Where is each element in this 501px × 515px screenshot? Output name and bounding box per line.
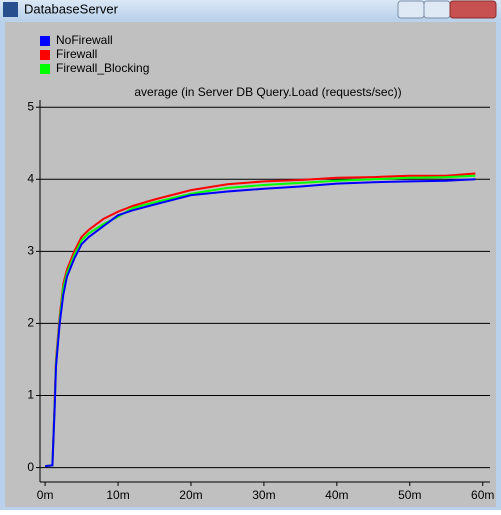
y-tick-label: 5: [27, 99, 34, 113]
legend-swatch: [40, 64, 50, 74]
x-tick-label: 60m: [471, 488, 494, 502]
y-tick-label: 4: [27, 171, 34, 185]
chart-title: average (in Server DB Query.Load (reques…: [134, 85, 401, 99]
legend-swatch: [40, 36, 50, 46]
y-tick-label: 1: [27, 388, 34, 402]
series-line: [45, 178, 476, 468]
x-tick-label: 0m: [37, 488, 54, 502]
y-tick-label: 3: [27, 244, 34, 258]
y-tick-label: 0: [27, 460, 34, 474]
minimize-button[interactable]: [397, 0, 425, 19]
legend-label: NoFirewall: [56, 33, 113, 47]
title-bar: [0, 0, 501, 20]
window-title: DatabaseServer: [24, 1, 119, 16]
x-tick-label: 30m: [252, 488, 275, 502]
window-icon: [3, 2, 18, 17]
x-tick-label: 10m: [106, 488, 129, 502]
x-tick-label: 20m: [179, 488, 202, 502]
legend-label: Firewall: [56, 47, 97, 61]
chart-panel: [5, 22, 496, 507]
x-tick-label: 40m: [325, 488, 348, 502]
y-tick-label: 2: [27, 316, 34, 330]
maximize-button[interactable]: [423, 0, 451, 19]
x-tick-label: 50m: [398, 488, 421, 502]
close-button[interactable]: [449, 0, 497, 19]
legend-swatch: [40, 50, 50, 60]
legend-label: Firewall_Blocking: [56, 61, 149, 75]
